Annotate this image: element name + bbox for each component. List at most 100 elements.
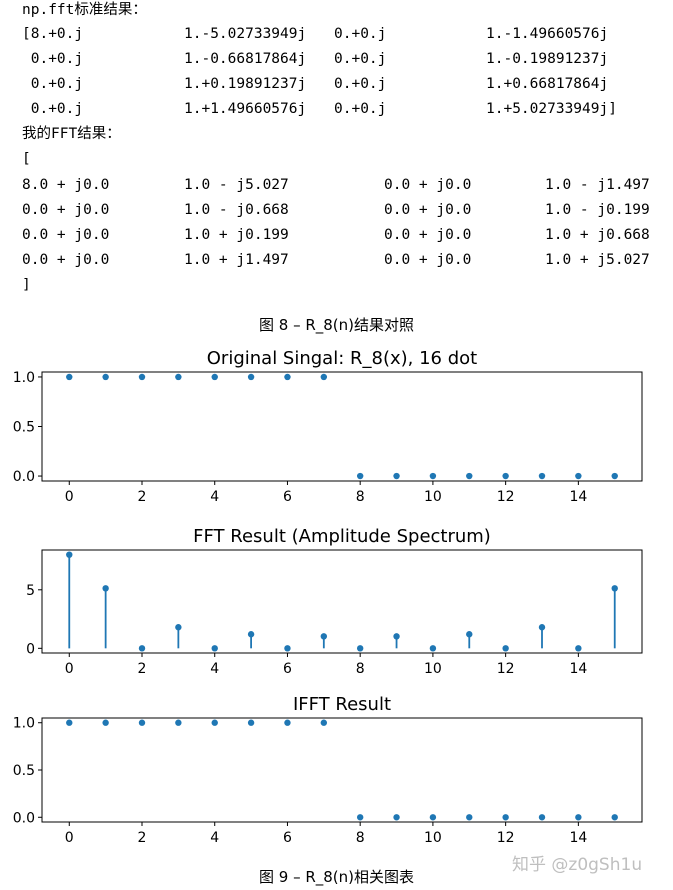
data-point (356, 814, 364, 821)
data-point (247, 373, 255, 381)
data-point (247, 719, 255, 726)
data-point (466, 472, 473, 480)
data-point (393, 814, 400, 821)
np-cell: 1.+0.66817864j (486, 76, 609, 92)
data-point (66, 551, 73, 558)
np-cell: [8.+0.j (22, 26, 84, 42)
y-tick-label: 0.0 (13, 469, 35, 485)
data-point (575, 814, 582, 821)
data-point (538, 624, 546, 631)
my-cell: 1.0 - j5.027 (184, 177, 289, 193)
ifft-result-chart: IFFT Result 0 2 4 6 8 10 12 14 0.0 0.5 1.0 (13, 694, 643, 846)
data-point (356, 472, 364, 480)
original-signal-chart: Original Singal: R_8(x), 16 dot 0 2 4 6 8 10 12… (13, 348, 643, 505)
x-tick-label: 0 (65, 661, 74, 677)
data-point (102, 719, 109, 726)
x-tick-label: 10 (424, 830, 442, 846)
x-tick-label: 10 (424, 661, 442, 677)
data-point (466, 631, 473, 638)
x-tick-label: 12 (497, 830, 515, 846)
plot-frame (41, 549, 643, 654)
my-cell: 1.0 + j0.668 (545, 227, 650, 243)
np-fft-header: np.fft标准结果： (22, 2, 147, 18)
data-point (138, 719, 146, 726)
x-tick-label: 14 (569, 489, 587, 505)
my-cell: 0.0 + j0.0 (384, 177, 472, 193)
x-tick-label: 8 (356, 661, 365, 677)
data-point (320, 633, 328, 640)
y-tick-label: 0.0 (13, 810, 35, 826)
data-point (284, 719, 291, 726)
np-cell: 0.+0.j (22, 101, 84, 117)
x-tick-label: 8 (356, 830, 365, 846)
np-cell: 0.+0.j (334, 26, 387, 42)
x-tick-label: 4 (210, 489, 219, 505)
data-point (175, 373, 182, 381)
y-tick-label: 0.5 (13, 420, 35, 436)
data-point (429, 814, 437, 821)
data-point (502, 472, 509, 480)
x-tick-label: 4 (210, 830, 219, 846)
open-bracket: [ (22, 151, 31, 167)
data-point (284, 373, 291, 381)
my-row-1: 0.0 + j0.0 1.0 - j0.668 0.0 + j0.0 1.0 -… (22, 200, 650, 220)
chart-title: FFT Result (Amplitude Spectrum) (193, 526, 491, 547)
data-point (429, 472, 437, 480)
np-cell: 1.+0.19891237j (184, 76, 307, 92)
my-cell: 0.0 + j0.0 (384, 252, 472, 268)
data-point (138, 645, 146, 652)
my-cell: 8.0 + j0.0 (22, 177, 110, 193)
np-cell: 1.-0.19891237j (486, 51, 609, 67)
my-cell: 1.0 + j0.199 (184, 227, 289, 243)
x-tick-label: 4 (210, 661, 219, 677)
data-point (211, 373, 218, 381)
data-point (175, 719, 182, 726)
x-tick-label: 12 (497, 489, 515, 505)
data-point (575, 645, 582, 652)
y-tick-label: 0.5 (13, 763, 35, 779)
chart-title: IFFT Result (293, 694, 391, 715)
data-point (575, 472, 582, 480)
np-cell: 0.+0.j (22, 76, 84, 92)
my-row-0: 8.0 + j0.0 1.0 - j5.027 0.0 + j0.0 1.0 -… (22, 175, 650, 195)
np-row-2: 0.+0.j 1.+0.19891237j 0.+0.j 1.+0.668178… (22, 74, 609, 94)
x-tick-label: 0 (65, 830, 74, 846)
np-cell: 0.+0.j (334, 76, 387, 92)
data-point (502, 645, 509, 652)
data-point (138, 373, 146, 381)
plot-frame (41, 371, 643, 482)
data-point (429, 645, 437, 652)
my-cell: 0.0 + j0.0 (22, 227, 110, 243)
np-cell: 0.+0.j (22, 51, 84, 67)
my-cell: 1.0 + j1.497 (184, 252, 289, 268)
data-point (211, 719, 218, 726)
data-point (611, 814, 618, 821)
x-tick-label: 6 (283, 661, 292, 677)
data-point (175, 624, 182, 631)
data-point (284, 645, 291, 652)
np-cell: 1.+5.02733949j] (486, 101, 617, 117)
my-cell: 0.0 + j0.0 (384, 202, 472, 218)
y-tick-label: 5 (26, 583, 35, 599)
np-cell: 1.-5.02733949j (184, 26, 307, 42)
x-tick-label: 6 (283, 830, 292, 846)
fft-amplitude-chart: FFT Result (Amplitude Spectrum) 0 2 4 6 8 10 12… (26, 526, 643, 677)
np-row-0: [8.+0.j 1.-5.02733949j 0.+0.j 1.-1.49660… (22, 24, 608, 44)
data-point (538, 814, 546, 821)
data-point (466, 814, 473, 821)
x-tick-label: 10 (424, 489, 442, 505)
x-tick-label: 2 (138, 830, 147, 846)
data-point (611, 585, 618, 592)
my-cell: 0.0 + j0.0 (22, 202, 110, 218)
data-point (538, 472, 546, 480)
np-cell: 1.-0.66817864j (184, 51, 307, 67)
np-row-1: 0.+0.j 1.-0.66817864j 0.+0.j 1.-0.198912… (22, 49, 609, 69)
plot-frame (41, 717, 643, 823)
my-cell: 1.0 - j1.497 (545, 177, 650, 193)
data-point (356, 645, 364, 652)
data-point (247, 631, 255, 638)
data-point (320, 719, 328, 726)
x-tick-label: 6 (283, 489, 292, 505)
data-point (66, 719, 73, 726)
data-point (66, 373, 73, 381)
